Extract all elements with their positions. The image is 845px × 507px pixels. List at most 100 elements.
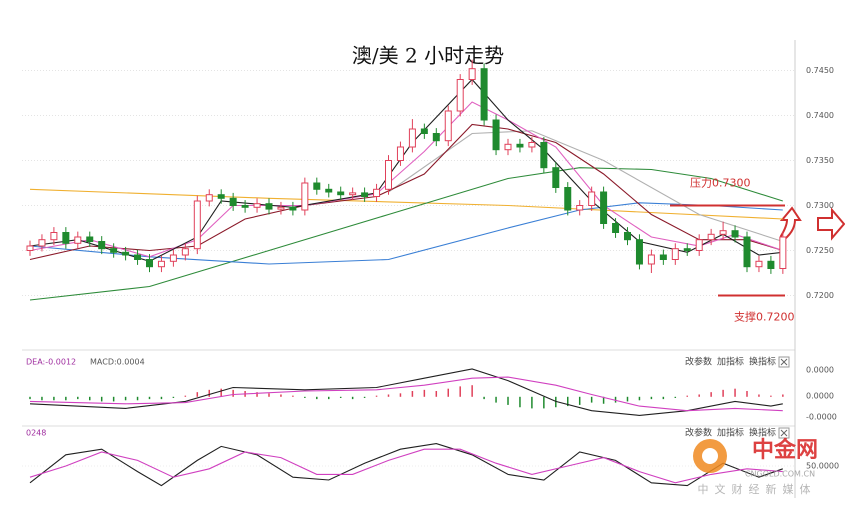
candle-body	[229, 197, 237, 207]
candle-body	[576, 205, 584, 211]
candle-body	[122, 251, 130, 256]
candle-body	[193, 200, 201, 250]
candle-body	[456, 79, 464, 112]
right-arrow	[817, 207, 845, 241]
candle-body	[612, 223, 620, 233]
candle-body	[181, 248, 189, 256]
candle-body	[169, 254, 177, 262]
candle-body	[516, 143, 524, 148]
candle-body	[349, 192, 357, 196]
watermark-domain: CNGOLD.COM.CN	[745, 470, 815, 479]
candle-body	[50, 232, 58, 241]
level-label: 压力0.7300	[690, 177, 751, 190]
candle-body	[110, 248, 118, 253]
candle-body	[146, 259, 153, 268]
candle-body	[301, 182, 309, 211]
candle-body	[659, 254, 667, 260]
candle-body	[767, 260, 775, 269]
candle-body	[600, 191, 608, 224]
y-tick-label: 0.7400	[806, 111, 834, 120]
candle-body	[98, 241, 106, 250]
chart-title: 澳/美 2 小时走势	[352, 44, 504, 68]
toolbar-button[interactable]: 换指标	[749, 356, 776, 368]
indicator-line	[29, 376, 783, 412]
candle-body	[62, 232, 70, 244]
toolbar-button[interactable]: 改参数	[685, 427, 712, 439]
candle-body	[492, 119, 500, 151]
indicator-line	[29, 368, 783, 416]
candle-body	[289, 206, 297, 211]
candle-body	[528, 142, 536, 148]
candle-body	[731, 230, 739, 238]
indicator-line	[29, 443, 783, 487]
y-axis-label: -0.0000	[806, 413, 837, 422]
y-tick-label: 50.0000	[806, 462, 839, 471]
candle-body	[420, 128, 428, 134]
candle-body	[253, 203, 261, 208]
candle-body	[719, 230, 727, 235]
candle-body	[468, 68, 476, 80]
candle-body	[779, 236, 787, 269]
candle-body	[86, 236, 94, 242]
candle-body	[743, 236, 751, 268]
candle-body	[564, 187, 572, 211]
watermark-slogan: 中文财经新媒体	[698, 482, 817, 496]
candle-body	[707, 233, 715, 241]
y-tick-label: 0.7450	[806, 66, 834, 75]
indicator-line	[29, 167, 783, 301]
candle-body	[265, 203, 273, 210]
candle-body	[683, 248, 691, 251]
candle-body	[241, 205, 249, 208]
watermark: 中金网 CNGOLD.COM.CN 中文财经新媒体	[693, 437, 818, 496]
candle-body	[38, 239, 46, 247]
candle-body	[671, 248, 679, 260]
candle-body	[408, 128, 416, 148]
indicator-line	[388, 130, 783, 243]
indicator-line	[29, 188, 783, 220]
y-axis-label: 0.0000	[806, 392, 834, 401]
candle-body	[205, 194, 213, 202]
toolbar-button[interactable]: 改参数	[685, 356, 712, 368]
candle-body	[396, 146, 404, 161]
watermark-brand: 中金网	[752, 437, 818, 463]
indicator-legend: 0248	[26, 429, 46, 438]
close-icon	[780, 358, 788, 366]
candle-body	[217, 194, 225, 199]
candle-body	[157, 260, 165, 268]
candle-body	[373, 188, 381, 198]
y-tick-label: 0.7200	[806, 291, 834, 300]
candle-body	[552, 167, 560, 188]
close-icon	[780, 429, 788, 437]
candle-body	[635, 239, 643, 265]
candle-body	[74, 236, 82, 244]
candle-body	[313, 182, 321, 190]
candle-body	[325, 188, 333, 193]
y-tick-label: 0.7250	[806, 246, 834, 255]
watermark-logo-inner	[702, 448, 718, 464]
candle-body	[504, 143, 512, 151]
level-label: 支撑0.7200	[734, 310, 795, 324]
candle-body	[695, 239, 703, 251]
candle-body	[647, 254, 655, 265]
candle-body	[361, 192, 369, 197]
curved-arrow	[779, 206, 802, 244]
candle-body	[432, 133, 440, 142]
candle-body	[588, 191, 596, 206]
y-axis-label: 0.0000	[806, 366, 834, 375]
toolbar-button[interactable]: 加指标	[717, 356, 744, 368]
toolbar-button[interactable]: 换指标	[749, 427, 776, 439]
candle-body	[337, 191, 345, 196]
candle-body	[26, 245, 34, 251]
candle-body	[134, 254, 142, 260]
candle-body	[277, 206, 285, 210]
candle-body	[540, 142, 548, 169]
indicator-legend: MACD:0.0004	[90, 358, 145, 367]
candle-body	[755, 260, 763, 268]
candle-body	[480, 68, 488, 121]
toolbar-button[interactable]: 加指标	[717, 427, 744, 439]
indicator-line	[29, 448, 783, 484]
candle-body	[624, 232, 631, 241]
candle-body	[385, 160, 392, 190]
